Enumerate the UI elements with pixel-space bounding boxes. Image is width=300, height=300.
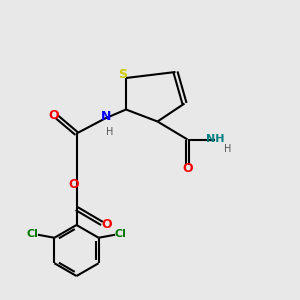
Text: O: O	[101, 218, 112, 232]
Text: H: H	[106, 127, 113, 137]
Text: N: N	[101, 110, 112, 124]
Text: H: H	[224, 143, 232, 154]
Text: NH: NH	[206, 134, 224, 144]
Text: S: S	[118, 68, 127, 82]
Text: O: O	[68, 178, 79, 191]
Text: Cl: Cl	[115, 229, 126, 238]
Text: O: O	[182, 161, 193, 175]
Text: O: O	[49, 109, 59, 122]
Text: Cl: Cl	[27, 229, 38, 238]
